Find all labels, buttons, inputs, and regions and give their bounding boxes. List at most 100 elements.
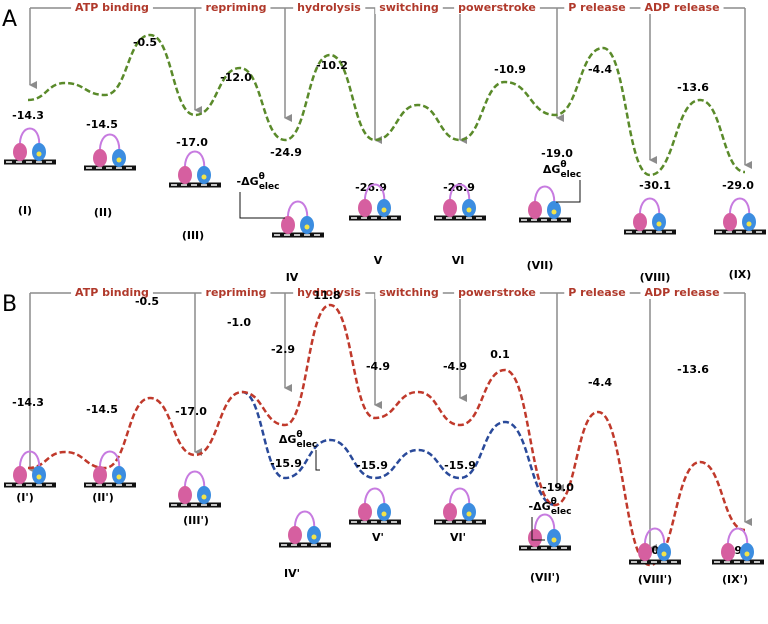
linker (643, 527, 666, 549)
step-label: ADP release (644, 286, 719, 299)
delta-g: ΔG (279, 433, 297, 446)
energy-label: -13.6 (677, 363, 709, 376)
step-label-bg (375, 1, 443, 14)
step-label-bg (201, 1, 271, 14)
state-label: IV (286, 271, 299, 284)
linker (448, 183, 471, 205)
head-pink (13, 466, 27, 484)
head-pink (178, 166, 192, 184)
motor-icon (434, 487, 486, 525)
step-label-bg (71, 1, 153, 14)
step-label: powerstroke (458, 1, 536, 14)
motor-icon (349, 183, 401, 221)
motor-icon (519, 185, 571, 223)
state-label: (II') (92, 491, 114, 504)
delta-g-sub: elec (561, 170, 582, 180)
nucleotide (201, 494, 207, 500)
linker (18, 127, 41, 149)
step-label-bg (201, 286, 271, 299)
delta-g-label: ΔGθ elec (543, 160, 581, 180)
nucleotide (36, 474, 42, 480)
energy-label: -10.2 (316, 59, 348, 72)
delta-g-arrow (556, 180, 581, 203)
nucleotide (201, 174, 207, 180)
motor-icon (272, 200, 324, 238)
nucleotide (381, 207, 387, 213)
energy-label: -4.9 (366, 360, 390, 373)
step-label-bg (71, 286, 153, 299)
linker (533, 185, 556, 207)
panel-label: B (2, 292, 17, 317)
energy-label: -10.9 (494, 63, 526, 76)
linker (18, 450, 41, 472)
step-label-bg (454, 286, 540, 299)
energy-label: -15.9 (356, 459, 388, 472)
head-pink (358, 199, 372, 217)
energy-label: -26.9 (355, 181, 387, 194)
head-pink (528, 529, 542, 547)
step-label: repriming (206, 286, 267, 299)
motor-icon (4, 450, 56, 488)
head-pink (443, 503, 457, 521)
step-label-bg (640, 286, 724, 299)
energy-label: -14.3 (12, 396, 44, 409)
motor-icon (624, 197, 676, 235)
delta-g: ΔG (543, 163, 561, 176)
energy-label: -30.1 (639, 179, 671, 192)
head-pink (281, 216, 295, 234)
delta-g-sub: elec (259, 182, 280, 192)
step-label-bg (564, 1, 630, 14)
step-label-bg (293, 1, 366, 14)
state-label: VI' (450, 531, 466, 544)
motor-icon (714, 197, 766, 235)
energy-label: -14.5 (86, 118, 118, 131)
nucleotide (551, 537, 557, 543)
state-label: (I') (16, 491, 34, 504)
motor-icon (169, 470, 221, 508)
energy-label: -15.9 (270, 457, 302, 470)
energy-label: -12.0 (220, 71, 252, 84)
step-label-bg (564, 286, 630, 299)
energy-label: -17.0 (175, 405, 207, 418)
nucleotide (746, 221, 752, 227)
motor-icon (84, 450, 136, 488)
motor-icon (4, 127, 56, 165)
nucleotide (661, 551, 667, 557)
state-label: (IX') (722, 573, 748, 586)
delta-g-sub: elec (297, 440, 318, 450)
state-label: V (374, 254, 383, 267)
motor-icon (169, 150, 221, 188)
head-pink (93, 149, 107, 167)
head-pink (528, 201, 542, 219)
state-label: (VII) (527, 259, 554, 272)
energy-label: -0.5 (135, 295, 159, 308)
state-label: (VIII') (638, 573, 672, 586)
energy-label: -0.5 (133, 36, 157, 49)
energy-label: -19.0 (541, 147, 573, 160)
linker (728, 197, 751, 219)
energy-label: -4.4 (588, 376, 612, 389)
head-pink (443, 199, 457, 217)
state-label: (VIII) (640, 271, 671, 284)
motor-icon (349, 487, 401, 525)
motor-icon (712, 527, 764, 565)
step-label: switching (379, 286, 439, 299)
energy-label: -15.9 (444, 459, 476, 472)
delta-g-sup: θ (259, 172, 265, 182)
delta-g: -ΔG (237, 175, 259, 188)
motor-icon (519, 513, 571, 551)
step-label: switching (379, 1, 439, 14)
energy-profile (27, 303, 746, 567)
delta-g-arrow (239, 192, 285, 219)
motor-icon (629, 527, 681, 565)
delta-g: -ΔG (529, 500, 551, 513)
linker (533, 513, 556, 535)
head-pink (633, 213, 647, 231)
linker (638, 197, 661, 219)
delta-g-arrow (531, 517, 545, 541)
energy-profile (27, 33, 746, 177)
step-label: P release (568, 1, 625, 14)
state-label: (I) (18, 204, 32, 217)
head-pink (638, 543, 652, 561)
energy-label: -14.3 (12, 109, 44, 122)
